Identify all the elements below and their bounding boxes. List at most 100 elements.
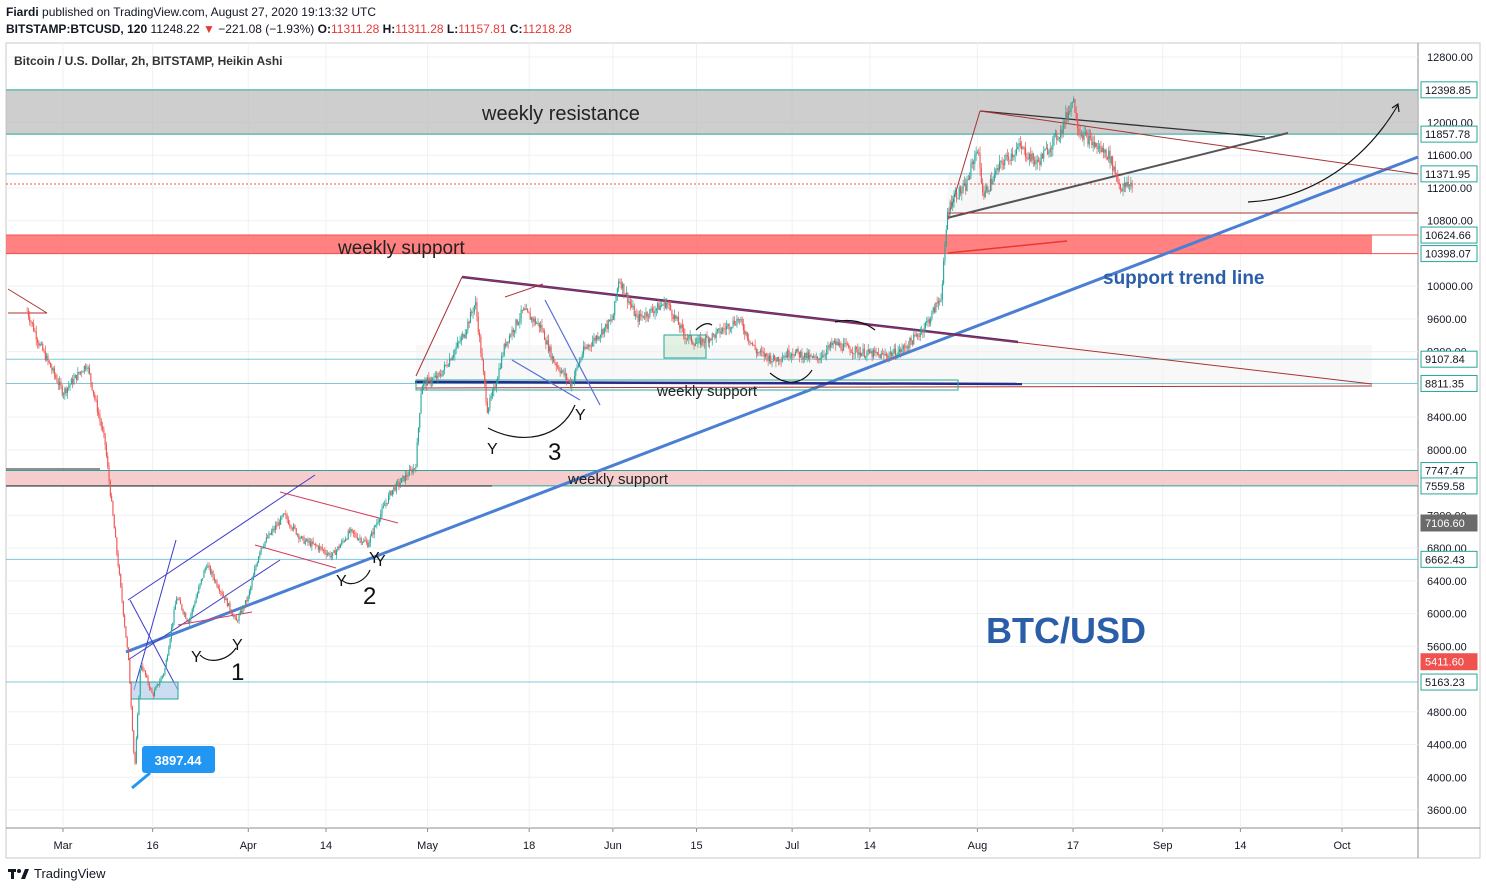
candle-body [389, 491, 391, 496]
candle-body [373, 526, 375, 535]
candle-body [685, 338, 687, 340]
candle-body [915, 334, 917, 336]
publish-info: Fiardi published on TradingView.com, Aug… [6, 5, 376, 19]
candle-body [588, 345, 590, 348]
candle-body [298, 534, 300, 539]
candle-body [797, 348, 799, 352]
candle-body [571, 381, 573, 387]
candle-body [954, 192, 956, 196]
candle-body [72, 379, 74, 385]
price-tag-box [1420, 125, 1478, 143]
candle-body [495, 383, 497, 388]
candle-body [1073, 99, 1075, 103]
candle-body [168, 647, 170, 656]
candle-body [482, 360, 484, 372]
candle-body [278, 522, 280, 525]
candle-body [456, 342, 458, 347]
price-tag-value: 11371.95 [1425, 169, 1470, 181]
candle-body [438, 373, 440, 375]
candle-body [459, 341, 461, 343]
candle-body [754, 345, 756, 350]
low-callout-value: 3897.44 [155, 753, 203, 768]
candle-body [416, 442, 418, 468]
candle-body [850, 352, 852, 354]
candle-body [231, 613, 234, 617]
candle-body [868, 349, 871, 354]
candle-body [589, 345, 591, 346]
triangle-left [947, 110, 981, 219]
candle-body [510, 335, 512, 337]
candle-body [1066, 112, 1068, 118]
candle-body [200, 579, 202, 584]
candle-body [384, 505, 386, 507]
candle-body [794, 351, 796, 356]
candle-body [82, 371, 84, 373]
tradingview-brand: TradingView [34, 866, 106, 881]
candle-body [1101, 148, 1103, 153]
candle-body [326, 553, 328, 555]
candle-body [494, 386, 496, 388]
candle-body [686, 338, 689, 340]
candle-body [572, 381, 574, 383]
candle-body [62, 394, 65, 396]
candle-body [712, 333, 715, 335]
candle-body [381, 507, 383, 514]
candle-body [367, 542, 369, 548]
candle-body [740, 318, 742, 320]
candle-body [393, 487, 395, 490]
candle-body [764, 353, 767, 357]
candle-body [83, 365, 85, 372]
candle-body [501, 355, 503, 368]
candle-body [345, 539, 347, 542]
candle-body [195, 597, 197, 603]
triangle-red [979, 110, 1419, 175]
candle-body [950, 202, 952, 208]
price-tag-value: 11857.78 [1425, 129, 1470, 141]
candle-body [194, 602, 196, 606]
candle-body [631, 304, 633, 308]
candle-body [690, 335, 692, 343]
candle-body [476, 302, 478, 317]
candle-body [198, 587, 200, 594]
candle-body [645, 312, 647, 318]
candle-body [836, 341, 838, 346]
candle-body [787, 350, 789, 358]
candle-body [598, 337, 600, 340]
candles [26, 96, 1133, 766]
candle-body [880, 353, 882, 359]
candle-body [800, 351, 802, 358]
candle-body [404, 474, 406, 482]
candle-body [761, 350, 763, 352]
candle-body [91, 382, 93, 391]
candle-body [653, 311, 655, 314]
candle-body [127, 647, 130, 659]
candle-body [237, 620, 239, 622]
wedge-3 [279, 491, 399, 524]
candle-body [628, 301, 630, 303]
candle-body [614, 301, 616, 316]
candle-body [939, 301, 941, 302]
candle-body [567, 379, 569, 381]
candle-body [707, 337, 709, 343]
candle-body [959, 187, 962, 194]
candle-body [803, 352, 806, 359]
low-callout-box [142, 746, 215, 773]
candle-body [387, 495, 390, 504]
footer-brand[interactable]: TradingView [8, 866, 106, 881]
candle-body [252, 575, 254, 581]
candle-body [688, 335, 690, 339]
candle-body [347, 530, 349, 539]
x-tick-label: Jun [604, 840, 622, 852]
open-label: O: [317, 22, 331, 36]
candle-body [359, 538, 361, 540]
swing-arrow-2 [341, 569, 371, 585]
candle-body [664, 300, 666, 308]
candle-body [42, 343, 44, 351]
y-tick-label: 8000.00 [1427, 445, 1467, 457]
candle-body [1063, 121, 1066, 124]
author-name[interactable]: Fiardi [6, 5, 39, 19]
candle-body [673, 314, 676, 320]
candle-body [1030, 154, 1032, 162]
candle-body [801, 351, 803, 360]
